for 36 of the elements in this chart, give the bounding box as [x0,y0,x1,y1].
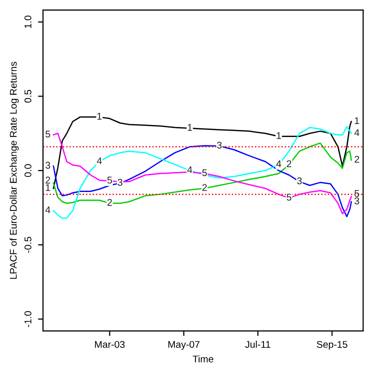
text: 2 [202,184,207,191]
text: 4 [276,160,282,168]
text: 2 [46,176,50,184]
text: 1 [97,112,102,120]
text: 4 [187,166,192,174]
series-label: 3 [118,178,122,186]
y-tick-label: -1.0 [24,311,32,328]
y-tick-label: 0.0 [24,164,32,177]
series-label: 2 [107,198,112,206]
series-label: 1 [276,132,281,139]
text: 2 [286,160,292,168]
y-tick-label: 0.5 [24,90,32,103]
text: 4 [45,206,50,214]
text: 3 [297,177,302,184]
x-tick-label: May-07 [168,340,200,350]
text: 3 [46,162,50,169]
text: 1 [354,117,360,124]
text: 1 [188,124,192,131]
series-label: 5 [286,194,292,201]
text: 5 [107,176,112,184]
x-axis-title: Time [192,355,214,362]
y-tick-label: 1.0 [24,16,32,28]
text: 5 [354,190,360,197]
y-tick-label: -0.5 [24,236,32,253]
text: 5 [202,169,207,176]
x-tick-label: Sep-15 [316,340,348,350]
series-label: 4 [96,157,102,164]
text: 1 [46,184,50,191]
x-tick-label: Jul-11 [245,340,270,348]
y-axis-title: LPACF of Euro-Dollar Exchange Rate Log Returns [10,62,19,279]
text: 3 [354,197,360,204]
x-tick-label: Mar-03 [95,340,125,348]
text: 2 [354,156,360,163]
text: 4 [354,129,360,136]
text: 3 [217,142,222,149]
text: 5 [46,130,50,138]
